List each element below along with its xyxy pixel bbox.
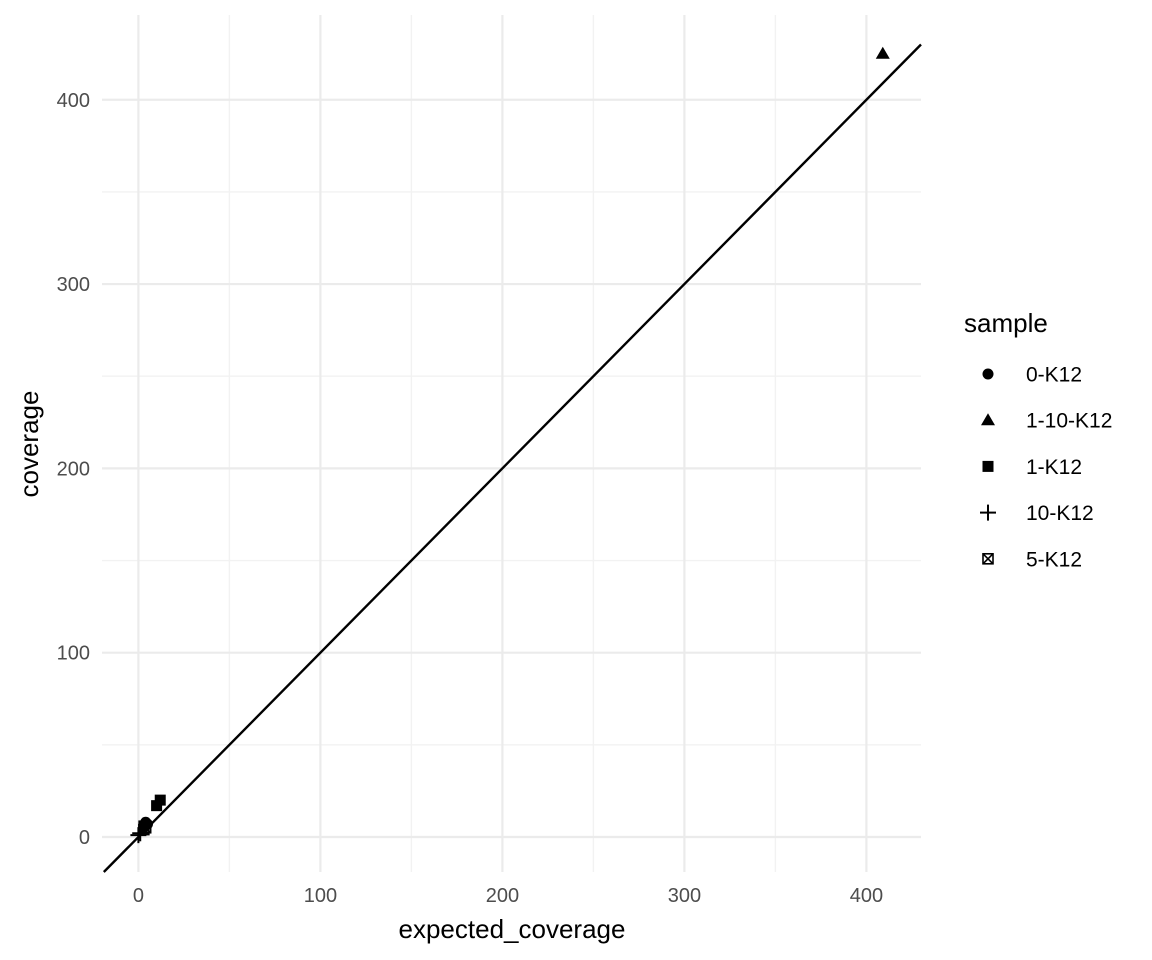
- square-cross-diag2: [140, 822, 152, 834]
- legend-entry: 1-K12: [982, 456, 1082, 479]
- data-point: [151, 800, 163, 812]
- legend-key: [982, 552, 994, 565]
- minor-gridlines: [102, 15, 921, 872]
- triangle-marker: [875, 46, 890, 59]
- major-gridlines: [102, 15, 921, 872]
- triangle-marker: [981, 413, 995, 426]
- legend-entry: 10-K12: [980, 502, 1094, 525]
- legend-entries: 0-K12 1-10-K12 1-K12 10-K12 5-K12: [980, 364, 1112, 571]
- data-point: [139, 821, 152, 834]
- legend-title: sample: [964, 308, 1048, 338]
- legend-label: 1-10-K12: [1026, 410, 1112, 433]
- legend-label: 0-K12: [1026, 364, 1082, 387]
- legend-label: 5-K12: [1026, 548, 1082, 571]
- reference-line-group: [102, 43, 922, 873]
- legend-entry: 0-K12: [982, 364, 1082, 387]
- square-cross-diag2: [982, 553, 994, 565]
- circle-marker: [982, 368, 994, 380]
- data-point: [875, 46, 890, 59]
- x-tick-label: 400: [850, 885, 883, 907]
- x-tick-label: 300: [668, 885, 701, 907]
- x-tick-label: 200: [486, 885, 519, 907]
- y-tick-label: 300: [57, 274, 90, 296]
- x-axis-ticks: 0 100 200 300 400: [133, 885, 883, 907]
- square-marker: [154, 794, 166, 806]
- legend-key: [982, 368, 994, 380]
- x-tick-label: 0: [133, 885, 144, 907]
- y-axis-title: coverage: [14, 391, 44, 498]
- legend-key: [982, 460, 994, 472]
- legend-label: 1-K12: [1026, 456, 1082, 479]
- legend-key: [981, 413, 995, 426]
- data-point: [154, 794, 166, 806]
- y-tick-label: 0: [79, 827, 90, 849]
- square-marker: [151, 800, 163, 812]
- y-tick-label: 100: [57, 643, 90, 665]
- y-tick-label: 400: [57, 90, 90, 112]
- legend-key: [980, 504, 996, 521]
- x-axis-title: expected_coverage: [399, 914, 626, 944]
- reference-line: [102, 43, 922, 873]
- y-axis-ticks: 0 100 200 300 400: [57, 90, 90, 849]
- legend-entry: 5-K12: [982, 548, 1082, 571]
- data-points: [130, 46, 890, 844]
- square-cross-box: [138, 823, 150, 836]
- y-tick-label: 200: [57, 458, 90, 480]
- legend-entry: 1-10-K12: [981, 410, 1112, 433]
- square-cross-box: [982, 552, 994, 565]
- square-marker: [982, 460, 994, 472]
- legend: sample 0-K12 1-10-K12 1-K12 10-K12 5-K12: [964, 308, 1112, 571]
- x-tick-label: 100: [304, 885, 337, 907]
- legend-label: 10-K12: [1026, 502, 1094, 525]
- square-cross-box: [139, 821, 152, 834]
